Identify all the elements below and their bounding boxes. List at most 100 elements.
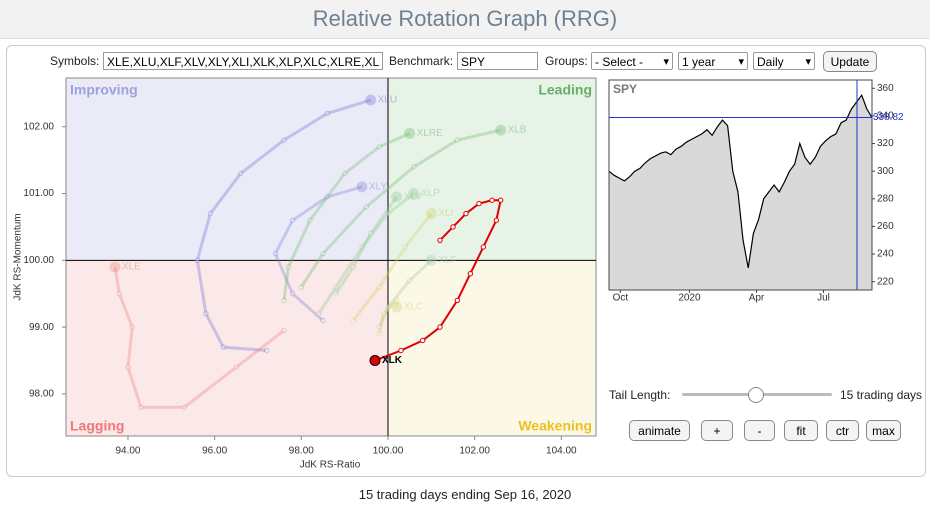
tail-head xyxy=(408,188,420,200)
control-button[interactable]: ctr xyxy=(826,420,859,441)
control-button[interactable]: + xyxy=(701,420,733,441)
y-tick-label: 340 xyxy=(877,111,894,122)
tail-label: XLV xyxy=(404,192,422,203)
tail-point xyxy=(263,347,270,354)
tail-label: XLI xyxy=(438,208,453,219)
tail-line xyxy=(317,192,415,315)
tail-point xyxy=(350,264,357,270)
benchmark-input[interactable]: SPY xyxy=(457,52,538,70)
tail-point xyxy=(333,291,339,297)
y-tick-label: 101.00 xyxy=(23,188,54,199)
tail-point xyxy=(289,291,296,297)
x-tick-label: 104.00 xyxy=(546,446,577,457)
quadrant xyxy=(387,260,596,436)
tail-point xyxy=(181,404,188,410)
tail-point xyxy=(289,217,296,223)
tail-point xyxy=(341,170,348,177)
tail-point xyxy=(116,291,123,297)
control-button[interactable]: max xyxy=(866,420,901,441)
y-tick-label: 102.00 xyxy=(23,121,54,132)
tail-label: XLB xyxy=(508,125,527,136)
tail-head xyxy=(391,301,403,313)
tail-head xyxy=(369,355,381,367)
tail-point xyxy=(324,110,331,117)
y-tick-label: 260 xyxy=(877,221,894,232)
y-tick-label: 99.00 xyxy=(29,322,54,333)
quadrant xyxy=(66,260,388,436)
tail-line xyxy=(334,196,398,295)
tail-line xyxy=(377,296,399,335)
tail-head xyxy=(495,124,507,136)
tail-point xyxy=(454,297,461,304)
x-tick-label: 94.00 xyxy=(115,446,140,457)
x-tick-label: Apr xyxy=(749,293,765,304)
y-tick-label: 280 xyxy=(877,193,894,204)
tail-point xyxy=(367,230,374,237)
tail-head xyxy=(404,127,416,139)
frequency-select[interactable]: Daily xyxy=(753,52,815,70)
control-button[interactable]: animate xyxy=(629,420,690,441)
x-tick-label: Jul xyxy=(817,293,830,304)
tail-point xyxy=(411,164,417,170)
tail-head xyxy=(425,254,437,266)
y-tick-label: 300 xyxy=(877,166,894,177)
tail-line xyxy=(195,98,372,353)
tail-slider-knob[interactable] xyxy=(748,387,764,403)
title-bar: Relative Rotation Graph (RRG) xyxy=(0,0,930,39)
price-line xyxy=(608,93,873,269)
tail-point xyxy=(138,404,144,410)
tail-line xyxy=(113,266,285,409)
tail-head xyxy=(425,208,437,220)
tail-point xyxy=(385,210,391,217)
control-button[interactable]: fit xyxy=(784,420,818,441)
tail-point xyxy=(467,270,474,277)
tail-point xyxy=(281,297,287,304)
symbols-label: Symbols: xyxy=(50,54,100,68)
tail-point xyxy=(376,144,383,150)
tail-length-label: Tail Length: xyxy=(609,388,671,402)
tail-point xyxy=(350,317,357,324)
groups-select[interactable]: - Select - xyxy=(591,52,673,70)
tail-point xyxy=(298,284,305,290)
tail-point xyxy=(194,257,201,264)
control-button[interactable]: - xyxy=(744,420,775,441)
tail-point xyxy=(233,364,240,370)
tail-point xyxy=(315,311,322,317)
tail-point xyxy=(419,337,426,344)
last-price-label: 338.82 xyxy=(873,112,904,123)
quadrant-label: Improving xyxy=(70,82,138,98)
tail-point xyxy=(307,217,313,223)
tail-point xyxy=(376,331,383,337)
tail-point xyxy=(285,264,292,270)
period-select[interactable]: 1 year xyxy=(678,52,748,70)
tail-point xyxy=(281,137,287,143)
tail-point xyxy=(376,284,383,290)
tail-point xyxy=(385,304,391,310)
tail-point xyxy=(237,170,244,177)
tail-line xyxy=(273,185,363,322)
plot-border xyxy=(65,77,597,437)
x-tick-label: 2020 xyxy=(678,293,701,304)
tail-head xyxy=(109,261,121,273)
y-axis-title: JdK RS-Momentum xyxy=(13,213,24,300)
tail-point xyxy=(480,244,487,250)
tail-head xyxy=(356,181,368,193)
tail-point xyxy=(454,137,461,143)
tail-point xyxy=(359,244,365,250)
tail-label: XLU xyxy=(378,95,397,106)
spy-frame xyxy=(608,79,873,291)
tail-point xyxy=(376,324,383,330)
x-tick-label: 96.00 xyxy=(202,446,227,457)
tail-line xyxy=(300,128,501,288)
quadrant-label: Lagging xyxy=(70,418,124,434)
symbols-input[interactable]: XLE,XLU,XLF,XLV,XLY,XLI,XLK,XLP,XLC,XLRE… xyxy=(103,52,383,70)
tail-line xyxy=(282,132,411,301)
y-tick-label: 98.00 xyxy=(29,389,54,400)
update-button[interactable]: Update xyxy=(823,51,877,72)
tail-point xyxy=(393,297,400,304)
tail-point xyxy=(333,284,339,290)
quadrant-label: Weakening xyxy=(518,418,592,434)
tail-head xyxy=(391,191,403,203)
